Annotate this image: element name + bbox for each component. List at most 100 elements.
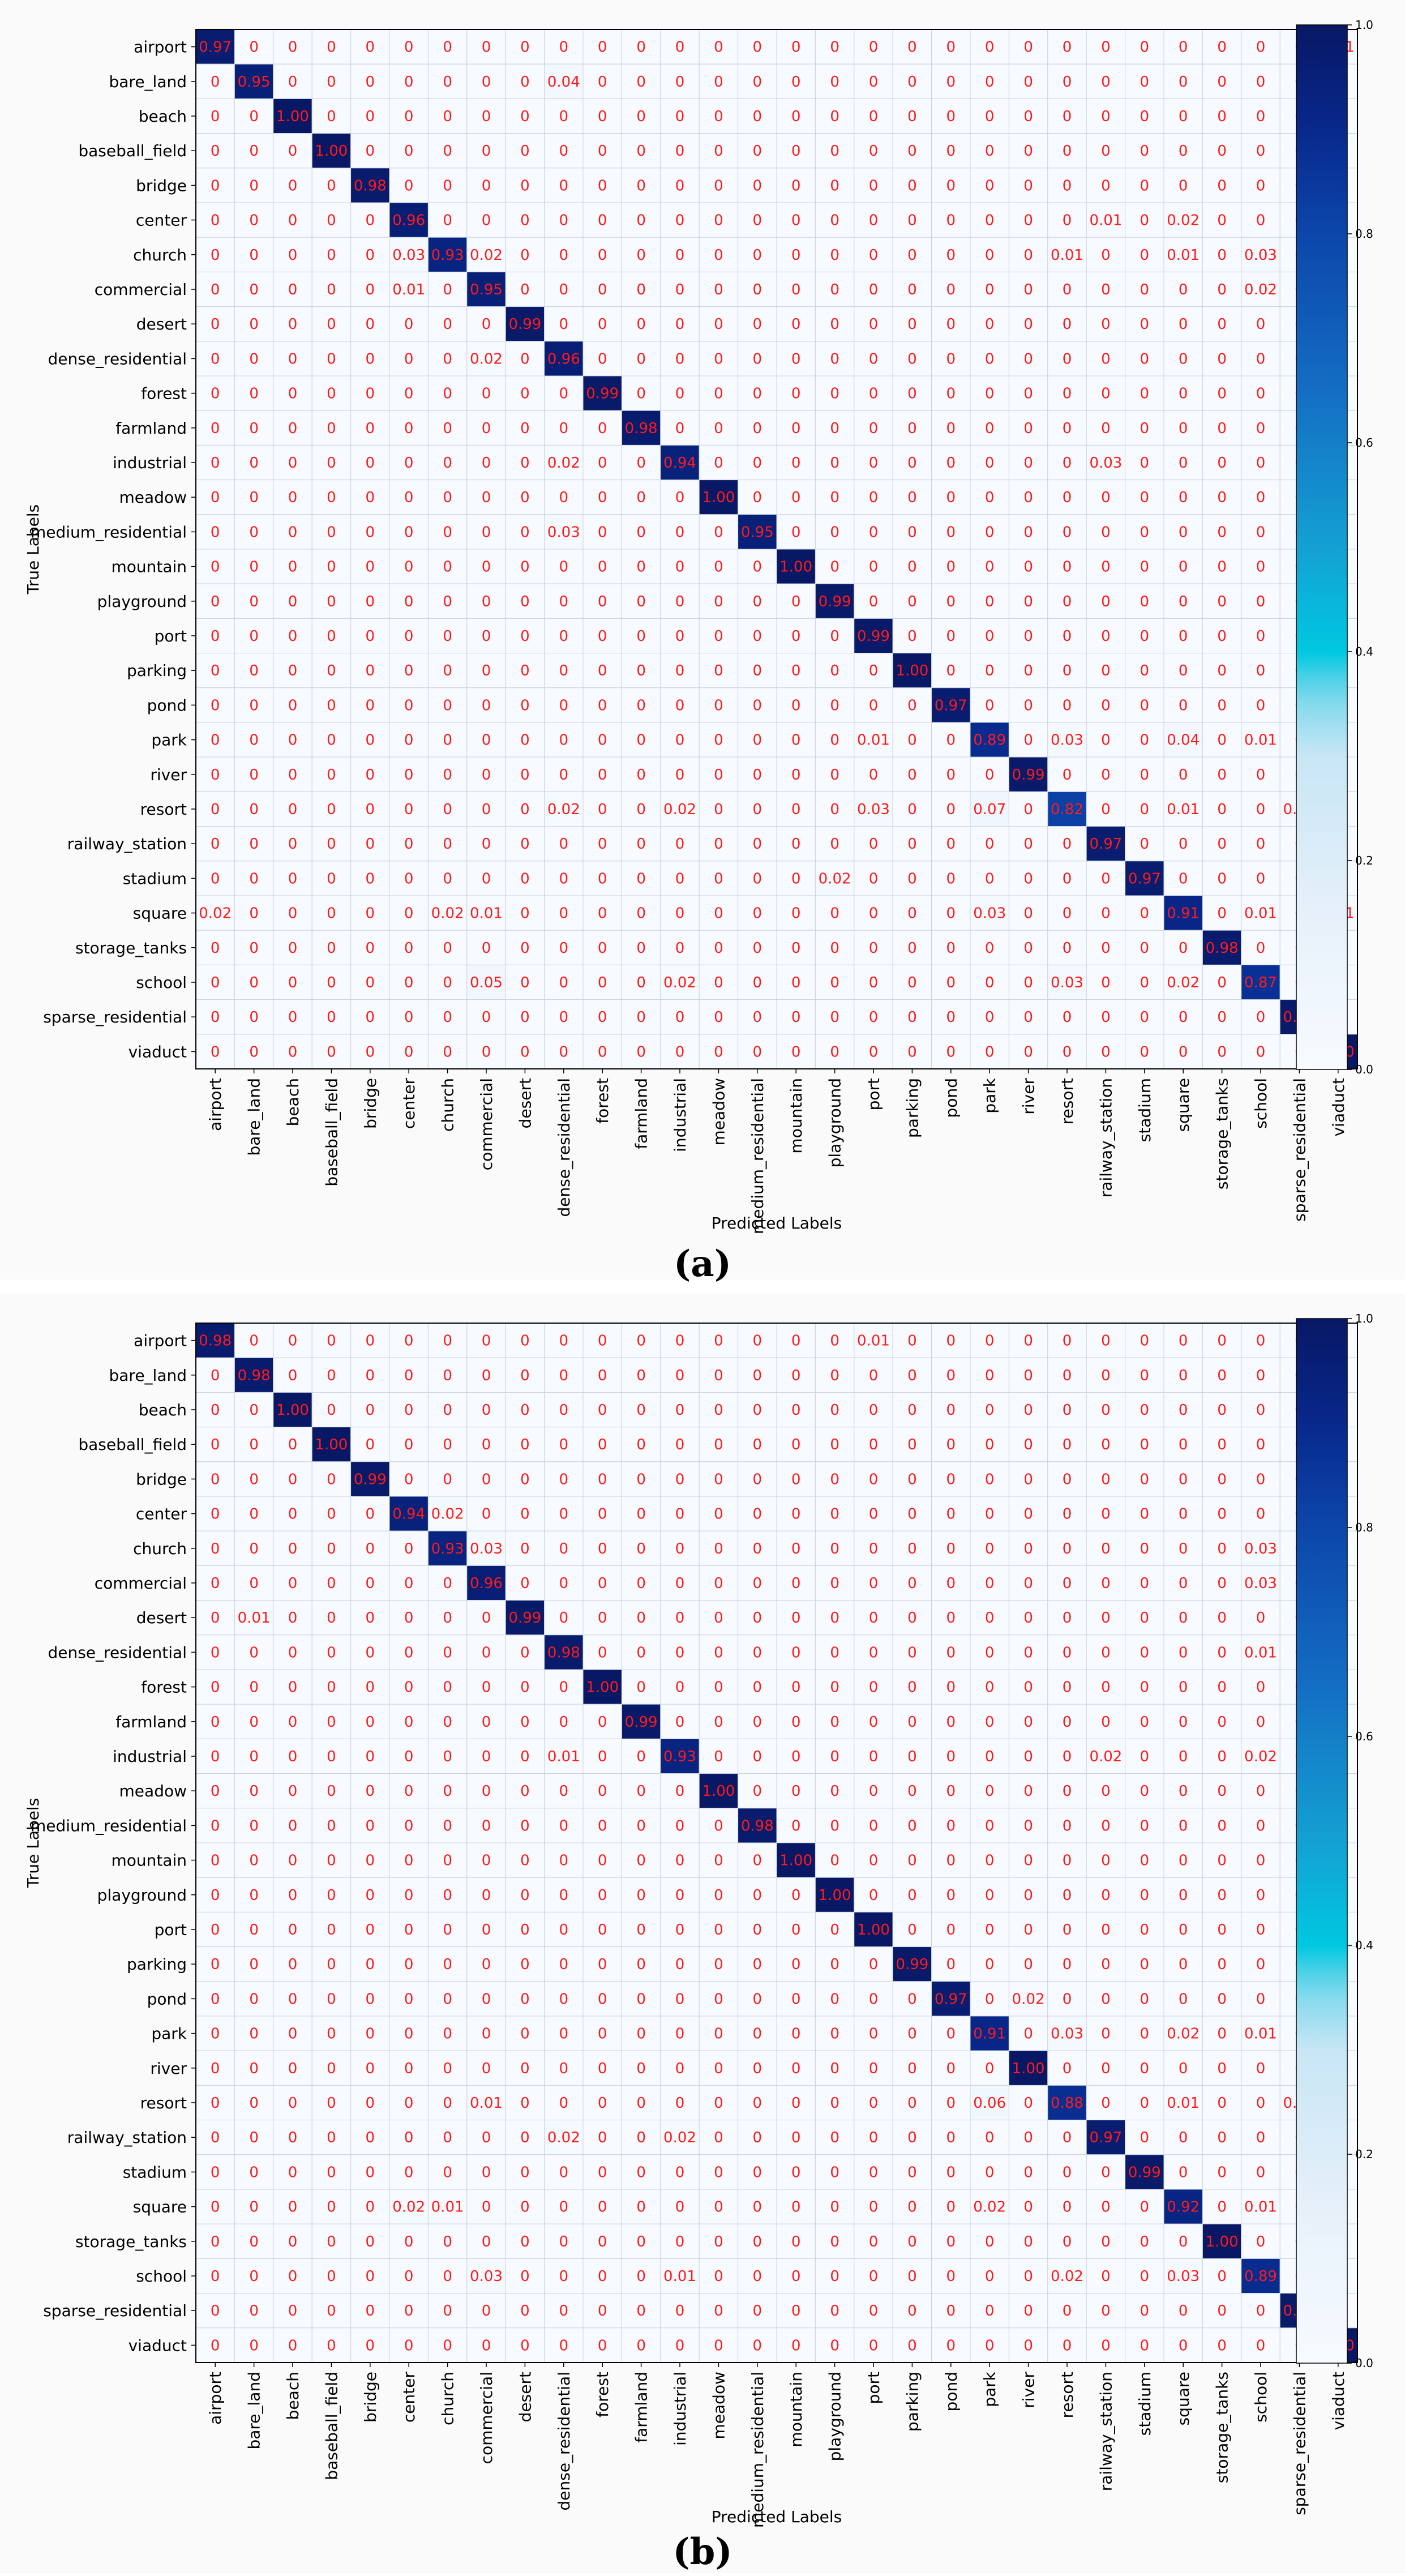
cell-value-label: 0 — [714, 1887, 723, 1904]
heatmap-cell — [660, 1669, 700, 1705]
cell-value-label: 0 — [1023, 1922, 1033, 1939]
cell-value-label: 0 — [559, 940, 569, 957]
heatmap-cell — [505, 202, 545, 238]
heatmap-cell — [505, 1600, 545, 1636]
cell-value-label: 0 — [675, 870, 685, 887]
heatmap-cell — [815, 826, 855, 862]
heatmap-cell — [815, 756, 855, 792]
heatmap-cell — [738, 1357, 777, 1393]
cell-value-label: 0 — [404, 1436, 414, 1453]
cell-value-label: 0 — [211, 2026, 220, 2043]
heatmap-cell — [1086, 1704, 1126, 1739]
heatmap-cell — [234, 1946, 274, 1982]
cell-value-label: 0 — [404, 1541, 414, 1557]
heatmap-cell — [892, 1773, 932, 1809]
heatmap-cell — [738, 375, 777, 411]
cell-value-label: 0 — [1063, 2060, 1072, 2077]
cell-value-label: 0 — [598, 732, 607, 749]
cell-value-label: 0 — [598, 1852, 607, 1869]
heatmap-cell — [738, 1877, 777, 1912]
cell-value-label: 0 — [559, 2199, 569, 2216]
cell-value-label: 0 — [1063, 697, 1072, 714]
cell-value-label: 0 — [211, 697, 220, 714]
cell-value-label: 0 — [1217, 1610, 1227, 1627]
heatmap-cell — [1163, 1496, 1203, 1531]
x-tick-label: mountain — [787, 2372, 806, 2447]
cell-value-label: 0 — [559, 1009, 569, 1026]
x-tick-label: church — [439, 1078, 457, 1132]
cell-value-label: 0 — [598, 350, 607, 367]
heatmap-cell — [738, 444, 777, 481]
heatmap-cell — [621, 549, 661, 584]
cell-value-label: 0 — [714, 1991, 723, 2008]
cell-value-label: 0 — [520, 1333, 530, 1350]
heatmap-cell — [505, 1773, 545, 1809]
cell-value-label: 1.00 — [276, 1402, 309, 1419]
cell-value-label: 0 — [249, 108, 259, 125]
heatmap-cell — [427, 2050, 468, 2086]
heatmap-cell — [1047, 237, 1087, 272]
cell-value-label: 0 — [714, 905, 723, 922]
cell-value-label: 1.00 — [315, 143, 348, 160]
heatmap-cell — [970, 2327, 1009, 2363]
confusion-matrix-panel-b: 0.9800000000000000000.0100000000000000.9… — [0, 1294, 1405, 2573]
heatmap-cell — [892, 1530, 932, 1566]
heatmap-cell — [466, 444, 506, 481]
heatmap-cell — [776, 1357, 816, 1393]
cell-value-label: 0 — [211, 1575, 220, 1592]
heatmap-cell — [699, 549, 739, 584]
heatmap-cell — [699, 930, 739, 965]
cell-value-label: 0 — [1140, 316, 1150, 333]
cell-value-label: 0 — [636, 177, 646, 194]
cell-value-label: 0 — [1179, 281, 1188, 298]
heatmap-cell — [1125, 1842, 1164, 1878]
heatmap-cell — [389, 1808, 429, 1843]
cell-value-label: 0 — [443, 559, 452, 576]
heatmap-cell — [1202, 410, 1242, 446]
heatmap-cell — [1047, 653, 1087, 688]
cell-value-label: 0 — [1101, 281, 1111, 298]
heatmap-cell — [350, 1946, 390, 1982]
heatmap-cell — [660, 306, 700, 342]
cell-value-label: 0 — [520, 767, 530, 784]
cell-value-label: 0 — [598, 1748, 607, 1765]
heatmap-cell — [892, 2327, 932, 2363]
cell-value-label: 0 — [636, 1402, 646, 1419]
cell-value-label: 0 — [482, 1748, 491, 1765]
cell-value-label: 0 — [520, 1991, 530, 2008]
x-tick-label: pond — [942, 1078, 961, 1118]
cell-value-label: 0 — [1256, 940, 1266, 957]
cell-value-label: 0 — [636, 2199, 646, 2216]
heatmap-cell — [699, 480, 739, 515]
heatmap-cell — [931, 1496, 971, 1531]
heatmap-cell — [1086, 653, 1126, 688]
heatmap-cell — [505, 306, 545, 342]
heatmap-cell — [1125, 722, 1164, 758]
heatmap-cell — [389, 1565, 429, 1601]
heatmap-cell — [466, 1911, 506, 1948]
cell-value-label: 0 — [327, 1506, 336, 1523]
cell-value-label: 0 — [869, 1679, 879, 1696]
heatmap-cell — [621, 1808, 661, 1843]
cell-value-label: 0 — [1101, 1436, 1111, 1453]
heatmap-cell — [505, 1565, 545, 1601]
cell-value-label: 0 — [249, 1402, 259, 1419]
cell-value-label: 0 — [675, 2199, 685, 2216]
cell-value-label: 0 — [946, 940, 956, 957]
cell-value-label: 0.98 — [547, 1644, 580, 1661]
heatmap-cell — [660, 1704, 700, 1739]
heatmap-cell — [621, 2120, 661, 2155]
heatmap-cell — [582, 2085, 622, 2121]
cell-value-label: 0 — [327, 316, 336, 333]
heatmap-cell — [1163, 1392, 1203, 1428]
cell-value-label: 0 — [366, 247, 375, 264]
cell-value-label: 0 — [1140, 39, 1150, 56]
cell-value-label: 0 — [1179, 1043, 1188, 1060]
heatmap-cell — [1086, 1669, 1126, 1705]
heatmap-cell — [621, 1877, 661, 1912]
heatmap-cell — [1086, 1392, 1126, 1428]
heatmap-cell — [931, 1427, 971, 1462]
heatmap-cell — [389, 791, 429, 827]
heatmap-cell — [892, 861, 932, 896]
cell-value-label: 0 — [559, 870, 569, 887]
